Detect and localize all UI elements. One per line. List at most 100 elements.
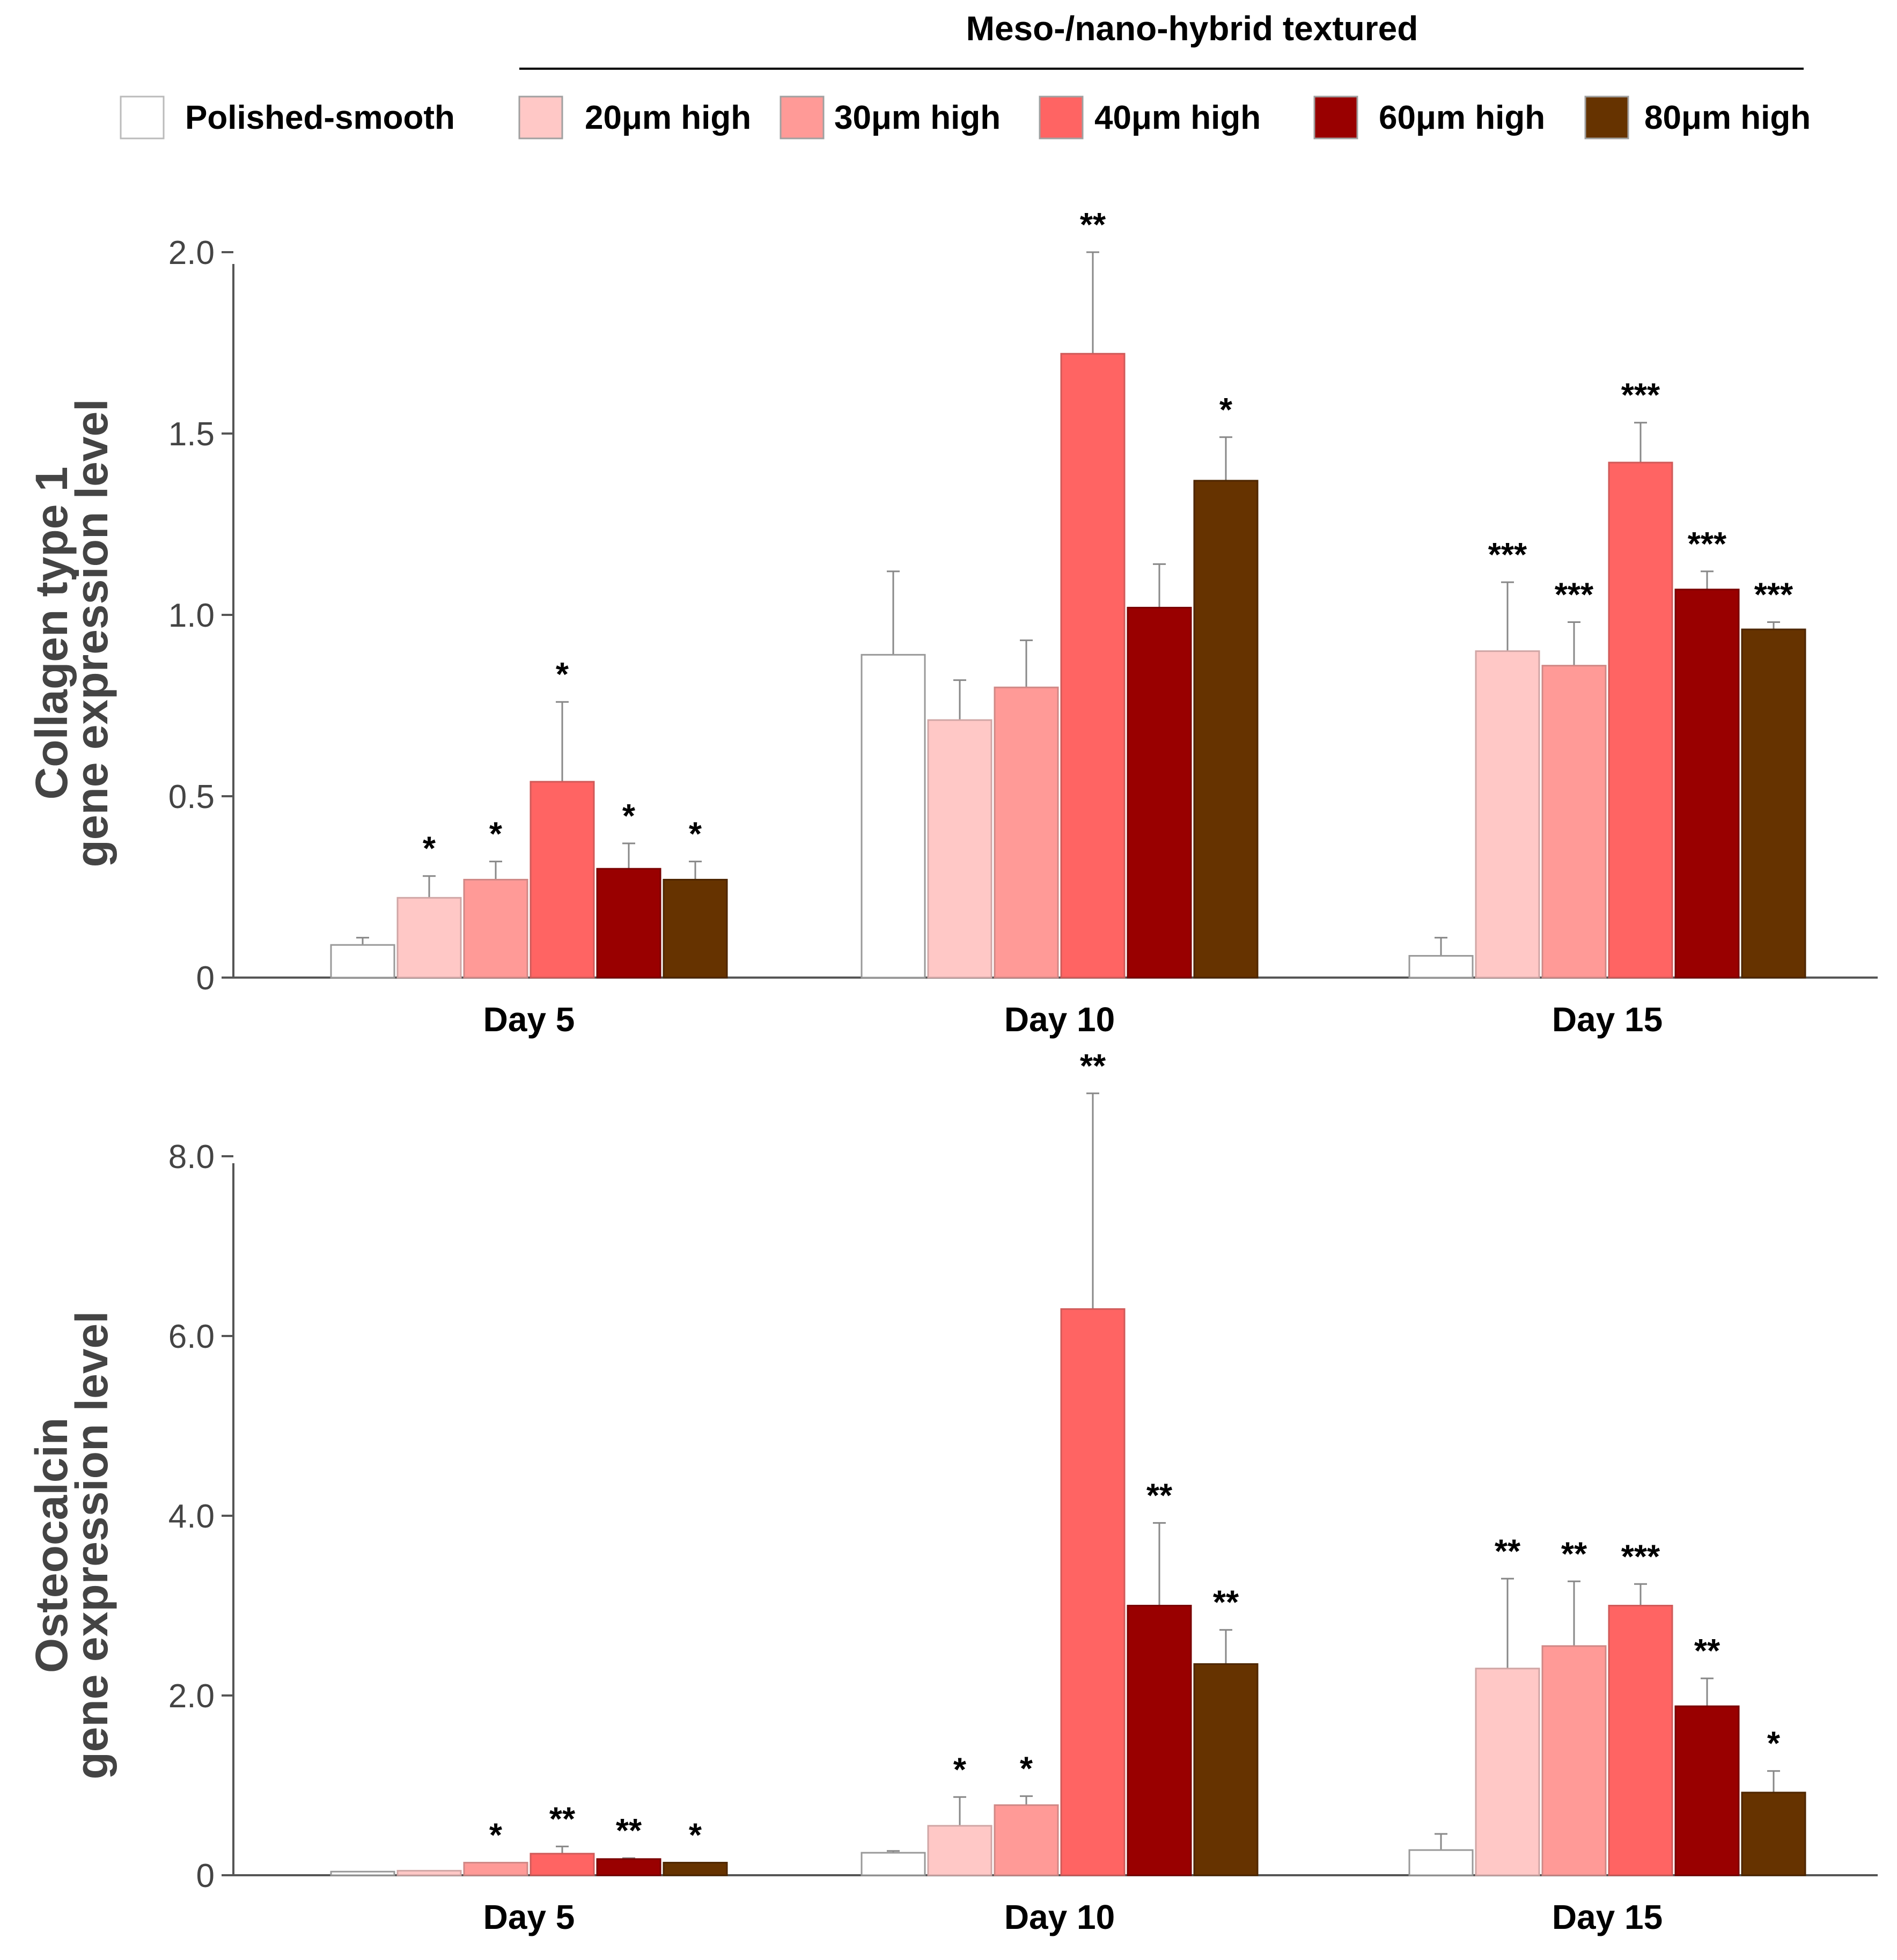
bar-1-2 [1475,650,1540,979]
y-axis-label-line-0: Osteocalcin [26,1418,77,1673]
bar-5-1 [1193,480,1259,979]
significance-label-3-0: ** [549,1801,576,1838]
bar-3-1 [1060,353,1126,979]
significance-label-4-1: ** [1146,1477,1173,1514]
bar-1-1 [927,719,992,979]
category-label-1: Day 10 [1004,1000,1115,1039]
significance-label-1-2: *** [1488,537,1527,574]
bar-5-2 [1741,1792,1806,1876]
legend-label-2: 30μm high [834,99,1001,136]
significance-label-4-2: *** [1688,526,1727,563]
bar-2-0 [463,1862,528,1876]
y-tick-label-3: 6.0 [168,1318,215,1355]
legend-swatch-5 [1584,96,1629,140]
category-label-2: Day 15 [1552,1000,1663,1039]
category-label-2: Day 15 [1552,1898,1663,1936]
legend-label-4: 60μm high [1379,99,1545,136]
bar-5-0 [663,878,728,979]
bar-1-0 [396,897,462,979]
significance-label-1-2: ** [1495,1533,1521,1570]
y-tick-label-1: 2.0 [168,1678,215,1715]
bar-0-1 [861,1852,926,1876]
bar-1-1 [927,1825,992,1876]
significance-label-2-2: *** [1555,577,1594,614]
significance-label-4-0: ** [616,1812,642,1849]
legend: Polished-smooth 20μm high 30μm high 40μm hi… [120,96,1811,140]
legend-swatch-1 [518,96,563,140]
group-label: Meso-/nano-hybrid textured [966,9,1418,48]
bar-5-2 [1741,628,1806,979]
y-tick-label-3: 1.5 [168,416,215,453]
legend-label-0: Polished-smooth [185,99,455,136]
significance-label-2-2: ** [1561,1536,1587,1573]
significance-label-5-2: *** [1754,577,1793,614]
significance-label-3-2: *** [1621,1538,1660,1575]
significance-label-3-1: ** [1080,207,1106,244]
bar-4-1 [1127,606,1192,979]
bar-2-2 [1541,1645,1607,1876]
bar-2-1 [994,1804,1059,1876]
y-axis-label-line-1: gene expression level [67,1311,117,1779]
bar-1-2 [1475,1668,1540,1876]
significance-label-5-0: * [689,1817,702,1854]
bar-0-0 [330,944,395,979]
significance-label-4-2: ** [1694,1633,1720,1670]
legend-label-5: 80μm high [1644,99,1811,136]
significance-label-5-0: * [689,816,702,853]
category-label-0: Day 5 [483,1000,575,1039]
y-tick-label-2: 4.0 [168,1498,215,1535]
significance-label-1-0: * [423,831,436,868]
significance-label-5-2: * [1767,1726,1781,1763]
y-tick-label-0: 0 [196,960,215,997]
y-tick-label-1: 0.5 [168,779,215,816]
bar-0-0 [330,1870,395,1876]
significance-label-3-2: *** [1621,377,1660,414]
bar-4-1 [1127,1605,1192,1876]
y-tick-label-0: 0 [196,1858,215,1895]
bar-0-1 [861,654,926,979]
significance-label-2-1: * [1020,1751,1033,1788]
bar-0-2 [1408,1849,1474,1876]
bar-3-0 [530,1853,595,1876]
significance-label-5-1: ** [1213,1584,1239,1621]
bar-5-1 [1193,1663,1259,1876]
bar-0-2 [1408,955,1474,979]
significance-label-2-0: * [489,1817,503,1854]
bar-3-2 [1608,1605,1673,1876]
bar-1-0 [396,1870,462,1876]
bar-4-2 [1674,589,1740,979]
legend-swatch-0 [120,96,165,140]
legend-label-1: 20μm high [585,99,751,136]
y-axis-label-line-1: gene expression level [67,399,117,867]
category-label-0: Day 5 [483,1898,575,1936]
significance-label-1-1: * [953,1751,967,1788]
category-label-1: Day 10 [1004,1898,1115,1936]
legend-label-3: 40μm high [1094,99,1261,136]
legend-swatch-4 [1313,96,1358,140]
bar-2-0 [463,878,528,979]
bar-5-0 [663,1862,728,1876]
significance-label-3-1: ** [1080,1048,1106,1085]
significance-label-3-0: * [556,656,569,693]
bar-3-0 [530,781,595,979]
y-axis-label-line-0: Collagen type 1 [26,467,77,800]
bar-2-1 [994,686,1059,979]
y-tick-label-2: 1.0 [168,597,215,634]
significance-label-4-0: * [622,798,636,835]
legend-swatch-3 [1039,96,1084,140]
bar-2-2 [1541,665,1607,979]
bar-4-2 [1674,1705,1740,1876]
bar-4-0 [596,1858,661,1876]
y-tick-label-4: 8.0 [168,1139,215,1176]
bar-4-0 [596,868,661,979]
significance-label-5-1: * [1219,392,1233,429]
bar-3-2 [1608,461,1673,979]
significance-label-2-0: * [489,816,503,853]
bar-3-1 [1060,1308,1126,1876]
y-tick-label-4: 2.0 [168,234,215,271]
legend-swatch-2 [780,96,825,140]
